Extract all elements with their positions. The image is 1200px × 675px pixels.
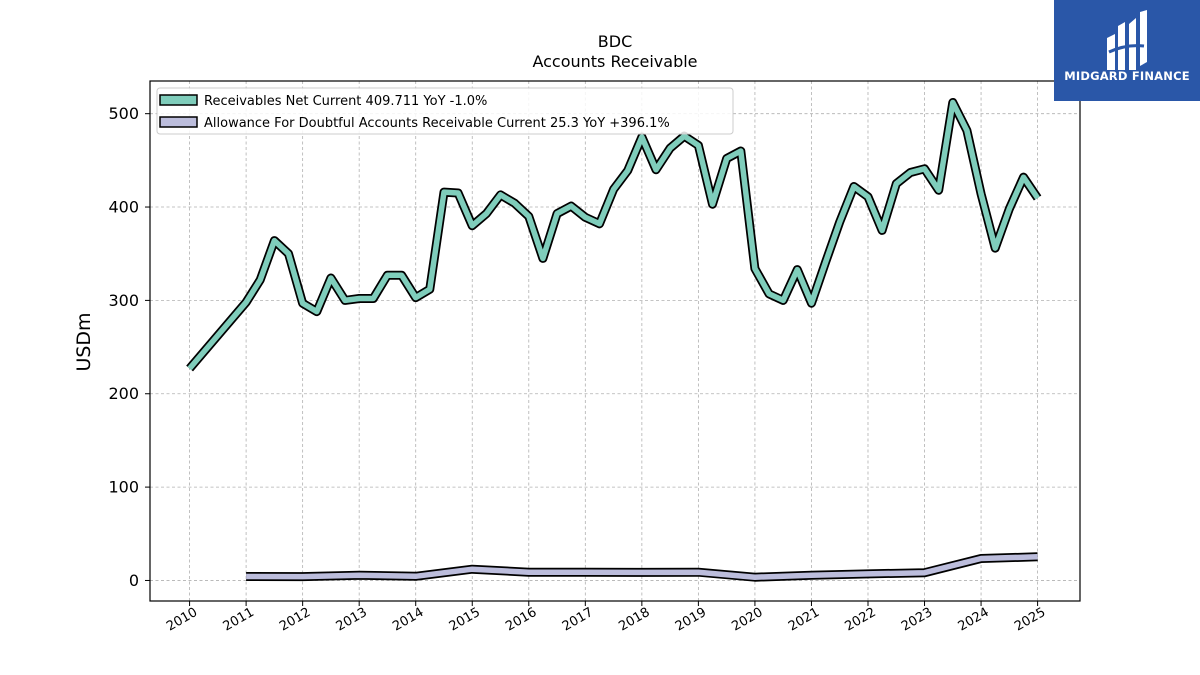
axes: 0 100 200 300 400 500 2010 2011 2012 2013 2014 2015… xyxy=(108,80,1081,635)
y-tick-label: 300 xyxy=(108,291,139,310)
x-tick-label: 2019 xyxy=(673,605,709,635)
x-tick-label: 2010 xyxy=(164,605,200,635)
brand-mark-icon xyxy=(1107,10,1147,70)
x-tick-label: 2018 xyxy=(616,605,652,635)
chart-title: BDC xyxy=(597,32,633,51)
series-line-1 xyxy=(246,554,1038,580)
x-tick-label: 2016 xyxy=(503,605,539,635)
legend-swatch-1 xyxy=(159,116,198,128)
x-tick-label: 2013 xyxy=(334,605,370,635)
legend-swatch-0 xyxy=(159,94,198,106)
legend-label-0: Receivables Net Current 409.711 YoY -1.0… xyxy=(204,94,487,109)
y-tick-label: 400 xyxy=(108,198,139,217)
x-tick-label: 2011 xyxy=(221,605,257,635)
x-tick-label: 2023 xyxy=(899,605,935,635)
x-tick-label: 2021 xyxy=(786,605,822,635)
chart-subtitle: Accounts Receivable xyxy=(532,52,698,71)
x-tick-label: 2025 xyxy=(1012,605,1048,635)
plot-frame xyxy=(149,80,1081,602)
x-tick-label: 2017 xyxy=(560,605,596,635)
legend-box xyxy=(156,87,734,135)
series-outline-0 xyxy=(186,98,1042,372)
x-tick-label: 2014 xyxy=(390,605,426,635)
y-tick-label: 0 xyxy=(129,571,139,590)
x-tick-label: 2015 xyxy=(447,605,483,635)
y-tick-label: 500 xyxy=(108,104,139,123)
y-tick-label: 100 xyxy=(108,478,139,497)
series-line-0 xyxy=(187,99,1040,371)
brand-logo: MIDGARD FINANCE xyxy=(1054,0,1200,101)
brand-name: MIDGARD FINANCE xyxy=(1064,69,1190,83)
x-tick-label: 2020 xyxy=(729,605,765,635)
y-tick-label: 200 xyxy=(108,384,139,403)
legend-label-1: Allowance For Doubtful Accounts Receivab… xyxy=(204,116,670,131)
series-lines xyxy=(186,98,1042,582)
x-tick-label: 2024 xyxy=(956,605,992,635)
x-tick-label: 2012 xyxy=(277,605,313,635)
x-tick-label: 2022 xyxy=(842,605,878,635)
legend: Receivables Net Current 409.711 YoY -1.0… xyxy=(156,87,734,135)
y-axis-label: USDm xyxy=(73,312,95,372)
